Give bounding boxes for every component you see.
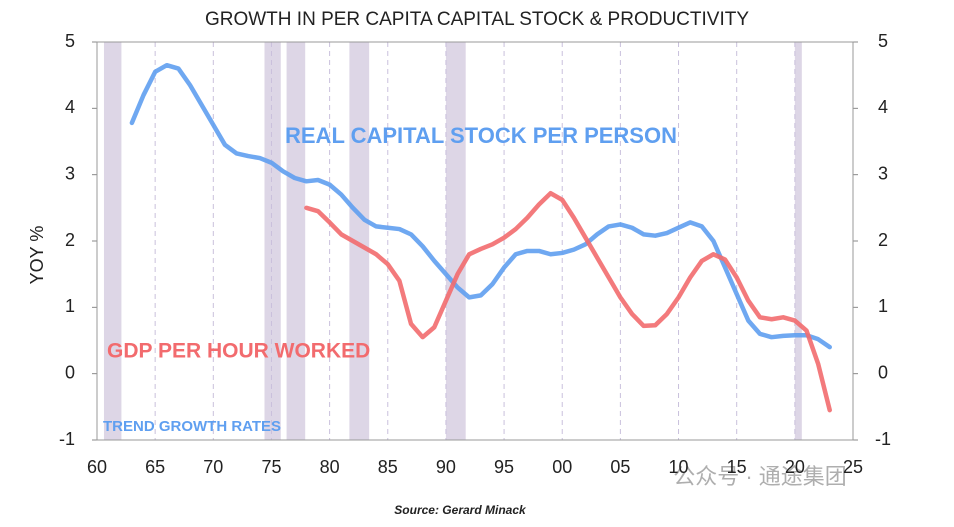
y2-tick-label: 4: [878, 97, 888, 117]
annotation: TREND GROWTH RATES: [103, 418, 281, 435]
x-tick-label: 90: [436, 457, 456, 477]
shaded-period: [349, 42, 370, 440]
x-tick-label: 15: [727, 457, 747, 477]
x-tick-label: 65: [145, 457, 165, 477]
shaded-period: [286, 42, 306, 440]
y2-tick-label: 2: [878, 230, 888, 250]
series-line: [304, 190, 832, 413]
y-tick-label: 5: [65, 31, 75, 51]
y-tick-label: 2: [65, 230, 75, 250]
x-tick-label: 85: [378, 457, 398, 477]
annotation: REAL CAPITAL STOCK PER PERSON: [285, 123, 677, 148]
shaded-period: [794, 42, 802, 440]
x-tick-label: 80: [320, 457, 340, 477]
source: Source: Gerard Minack: [394, 503, 527, 517]
y-axis-label: YOY %: [27, 226, 47, 285]
x-tick-label: 70: [203, 457, 223, 477]
x-tick-label: 10: [669, 457, 689, 477]
y2-tick-label: 3: [878, 163, 888, 183]
y2-tick-label: -1: [875, 429, 891, 449]
y2-tick-label: 0: [878, 362, 888, 382]
x-tick-label: 75: [261, 457, 281, 477]
shaded-period: [103, 42, 122, 440]
x-tick-label: 20: [785, 457, 805, 477]
x-tick-label: 60: [87, 457, 107, 477]
y-tick-label: 3: [65, 163, 75, 183]
chart-title: GROWTH IN PER CAPITA CAPITAL STOCK & PRO…: [205, 9, 749, 30]
shaded-period: [445, 42, 466, 440]
annotation: GDP PER HOUR WORKED: [107, 340, 370, 363]
y2-tick-label: 1: [878, 296, 888, 316]
shaded-period: [264, 42, 281, 440]
x-tick-label: 95: [494, 457, 514, 477]
y-tick-label: 1: [65, 296, 75, 316]
watermark: 公众号 · 通途集团: [673, 464, 847, 489]
y-tick-label: -1: [59, 429, 75, 449]
y-tick-label: 0: [65, 362, 75, 382]
x-tick-label: 25: [843, 457, 863, 477]
plot-frame: [96, 41, 854, 441]
series-line: [129, 62, 832, 350]
y2-tick-label: 5: [878, 31, 888, 51]
x-tick-label: 00: [552, 457, 572, 477]
y-tick-label: 4: [65, 97, 75, 117]
x-tick-label: 05: [610, 457, 630, 477]
